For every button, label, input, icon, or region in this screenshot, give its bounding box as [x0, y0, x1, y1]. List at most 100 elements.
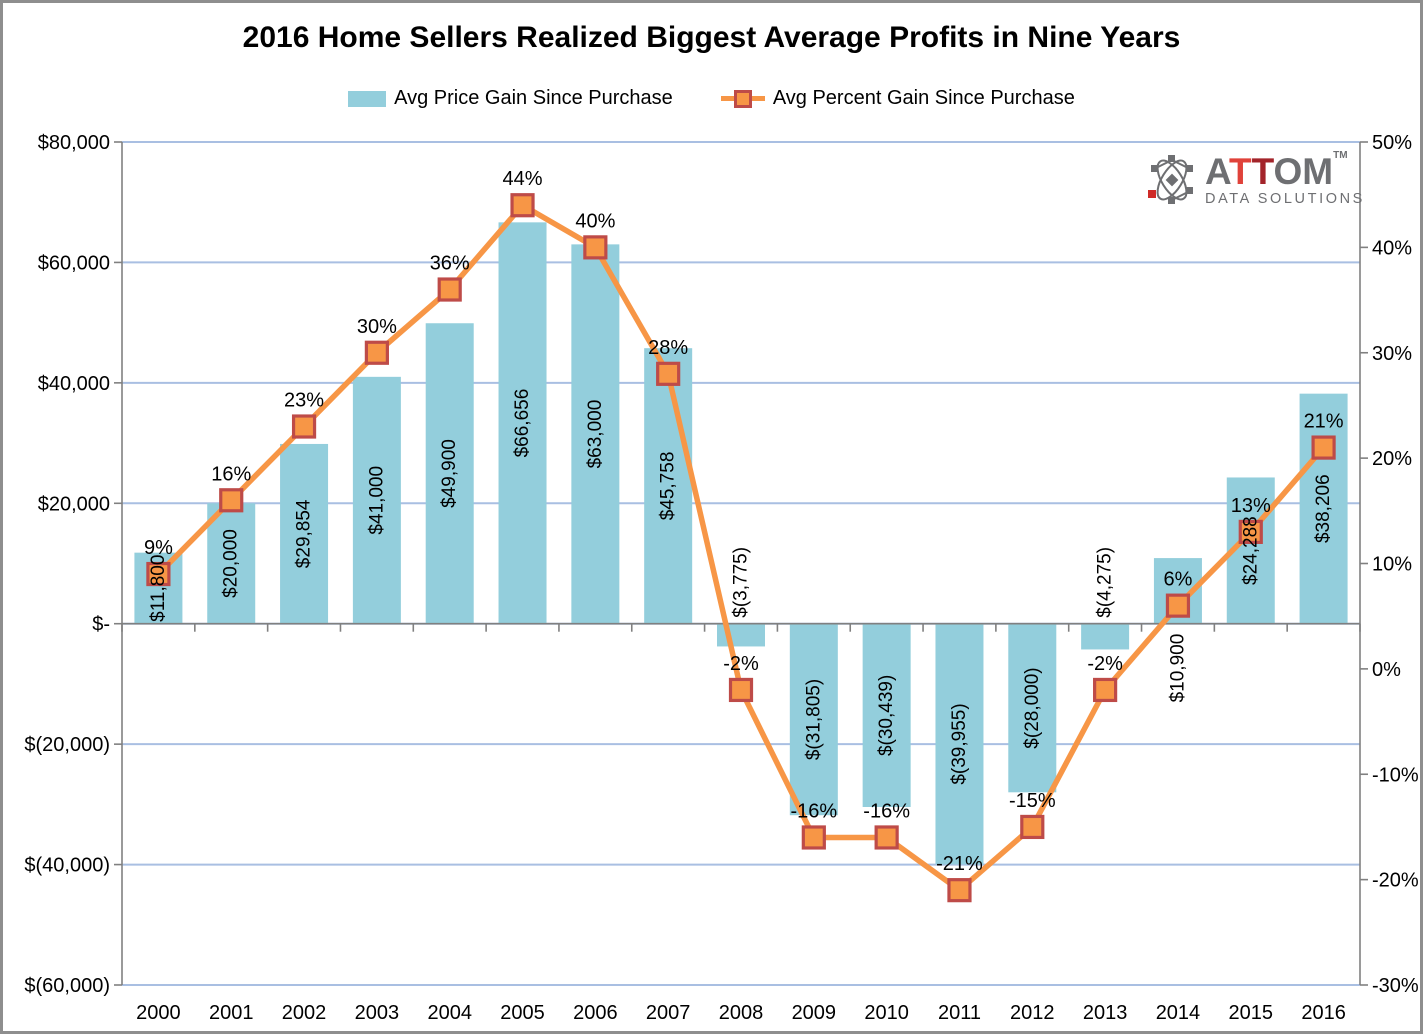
percent-label: 21%	[1304, 411, 1344, 433]
percent-label: 16%	[211, 463, 251, 485]
left-axis-tick-label: $20,000	[38, 493, 110, 515]
bar	[425, 323, 474, 624]
percent-line-marker	[364, 340, 389, 365]
x-axis-year-label: 2012	[1010, 1002, 1055, 1024]
legend: Avg Price Gain Since Purchase Avg Percen…	[3, 87, 1420, 110]
bar	[644, 348, 693, 624]
bar	[280, 443, 329, 624]
bar-value-label: $(3,775)	[731, 547, 752, 618]
right-axis-tick-label: 30%	[1372, 343, 1412, 365]
bar-value-label: $24,288	[1240, 516, 1261, 585]
logo-letter-t1: T	[1228, 151, 1252, 192]
attom-logo-text: ATTOMTM DATA SOLUTIONS	[1205, 150, 1365, 207]
x-axis-year-label: 2004	[427, 1002, 472, 1024]
attom-red-square	[1148, 190, 1156, 198]
right-axis-tick-label: -20%	[1372, 870, 1419, 892]
bar	[935, 623, 984, 865]
percent-label: 40%	[575, 210, 615, 232]
percent-label: -2%	[723, 653, 759, 675]
x-axis-year-label: 2006	[573, 1002, 618, 1024]
logo-letter-t2: T	[1251, 151, 1274, 192]
attom-logo: ATTOMTM DATA SOLUTIONS	[1147, 150, 1365, 207]
bar-value-label: $41,000	[366, 466, 387, 535]
chart-title: 2016 Home Sellers Realized Biggest Avera…	[242, 21, 1181, 54]
right-axis-tick-label: 10%	[1372, 554, 1412, 576]
x-axis-year-label: 2007	[646, 1002, 691, 1024]
bar-value-label: $38,206	[1313, 474, 1334, 543]
bar	[498, 222, 547, 624]
bar-value-label: $45,758	[658, 452, 679, 521]
bar-value-label: $66,656	[512, 389, 533, 458]
bar-value-label: $63,000	[585, 400, 606, 469]
percent-line-marker	[437, 277, 462, 302]
percent-line-marker	[1311, 435, 1336, 460]
percent-label: -16%	[790, 800, 837, 822]
bar	[352, 376, 401, 624]
percent-line-marker	[947, 878, 972, 903]
right-axis-tick-label: -30%	[1372, 975, 1419, 997]
percent-line-marker	[728, 677, 754, 703]
x-axis-year-label: 2011	[938, 1002, 981, 1024]
percent-line-marker	[1238, 519, 1263, 544]
percent-label: -15%	[1009, 790, 1056, 812]
left-axis-tick-label: $80,000	[38, 132, 110, 154]
x-axis-year-label: 2005	[500, 1002, 545, 1024]
right-axis-tick-label: 0%	[1372, 659, 1401, 681]
percent-line-marker	[510, 193, 535, 218]
left-axis-tick-label: $40,000	[38, 373, 110, 395]
percent-line-marker	[583, 235, 608, 260]
legend-item-bar-series: Avg Price Gain Since Purchase	[348, 87, 673, 110]
left-axis-tick-label: $-	[92, 614, 110, 636]
percent-label: 28%	[648, 337, 688, 359]
x-axis-year-label: 2010	[864, 1002, 909, 1024]
left-axis-tick-label: $(40,000)	[24, 855, 110, 877]
logo-trademark: TM	[1333, 150, 1348, 161]
percent-label: 30%	[357, 316, 397, 338]
legend-item-line-series: Avg Percent Gain Since Purchase	[720, 87, 1075, 110]
bar	[1299, 393, 1348, 624]
percent-label: -16%	[863, 800, 910, 822]
percent-line-marker	[219, 488, 244, 513]
right-axis-tick-label: 40%	[1372, 237, 1412, 259]
bar-value-label: $10,900	[1167, 634, 1188, 703]
legend-bar-label: Avg Price Gain Since Purchase	[394, 87, 673, 109]
percent-line-marker	[874, 825, 899, 850]
left-axis-tick-label: $(60,000)	[24, 975, 110, 997]
percent-label: -21%	[936, 853, 983, 875]
x-axis-year-label: 2001	[209, 1002, 254, 1024]
plot-area: $80,000 $60,000 $40,000 $20,000 $- $(20,000) $…	[24, 132, 1419, 1024]
x-axis-year-label: 2015	[1229, 1002, 1274, 1024]
left-axis-tick-label: $60,000	[38, 252, 110, 274]
right-axis-tick-label: 20%	[1372, 448, 1412, 470]
percent-label: 23%	[284, 390, 324, 412]
bar-value-label: $49,900	[439, 439, 460, 508]
bar-value-label: $(39,955)	[949, 703, 970, 784]
percent-line-marker	[146, 561, 171, 587]
percent-label: 36%	[430, 253, 470, 275]
percent-label: -2%	[1087, 653, 1123, 675]
left-axis-tick-label: $(20,000)	[24, 734, 110, 756]
x-axis-year-label: 2003	[355, 1002, 400, 1024]
line-series-swatch-icon	[720, 89, 765, 108]
bar	[207, 503, 256, 624]
bar	[789, 623, 838, 816]
percent-line-marker	[801, 825, 826, 850]
logo-letters-om: OM	[1273, 151, 1334, 192]
x-axis-year-label: 2016	[1301, 1002, 1346, 1024]
bar-value-label: $(4,275)	[1095, 547, 1116, 618]
percent-label: 44%	[503, 168, 543, 190]
x-axis-year-label: 2008	[719, 1002, 764, 1024]
x-axis-year-label: 2000	[136, 1002, 181, 1024]
bar-value-label: $29,854	[294, 499, 315, 568]
bar	[862, 623, 911, 808]
bar	[1008, 623, 1057, 793]
bar-value-label: $(30,439)	[876, 675, 897, 756]
attom-logo-subtitle: DATA SOLUTIONS	[1205, 191, 1365, 207]
right-axis-tick-label: 50%	[1372, 132, 1412, 154]
bar-value-label: $11,800	[148, 555, 169, 622]
percent-label: 6%	[1163, 569, 1192, 591]
right-axis-tick-label: -10%	[1372, 764, 1419, 786]
bar-value-label: $20,000	[221, 529, 242, 598]
legend-line-label: Avg Percent Gain Since Purchase	[772, 87, 1075, 109]
percent-line-marker	[1093, 677, 1118, 703]
